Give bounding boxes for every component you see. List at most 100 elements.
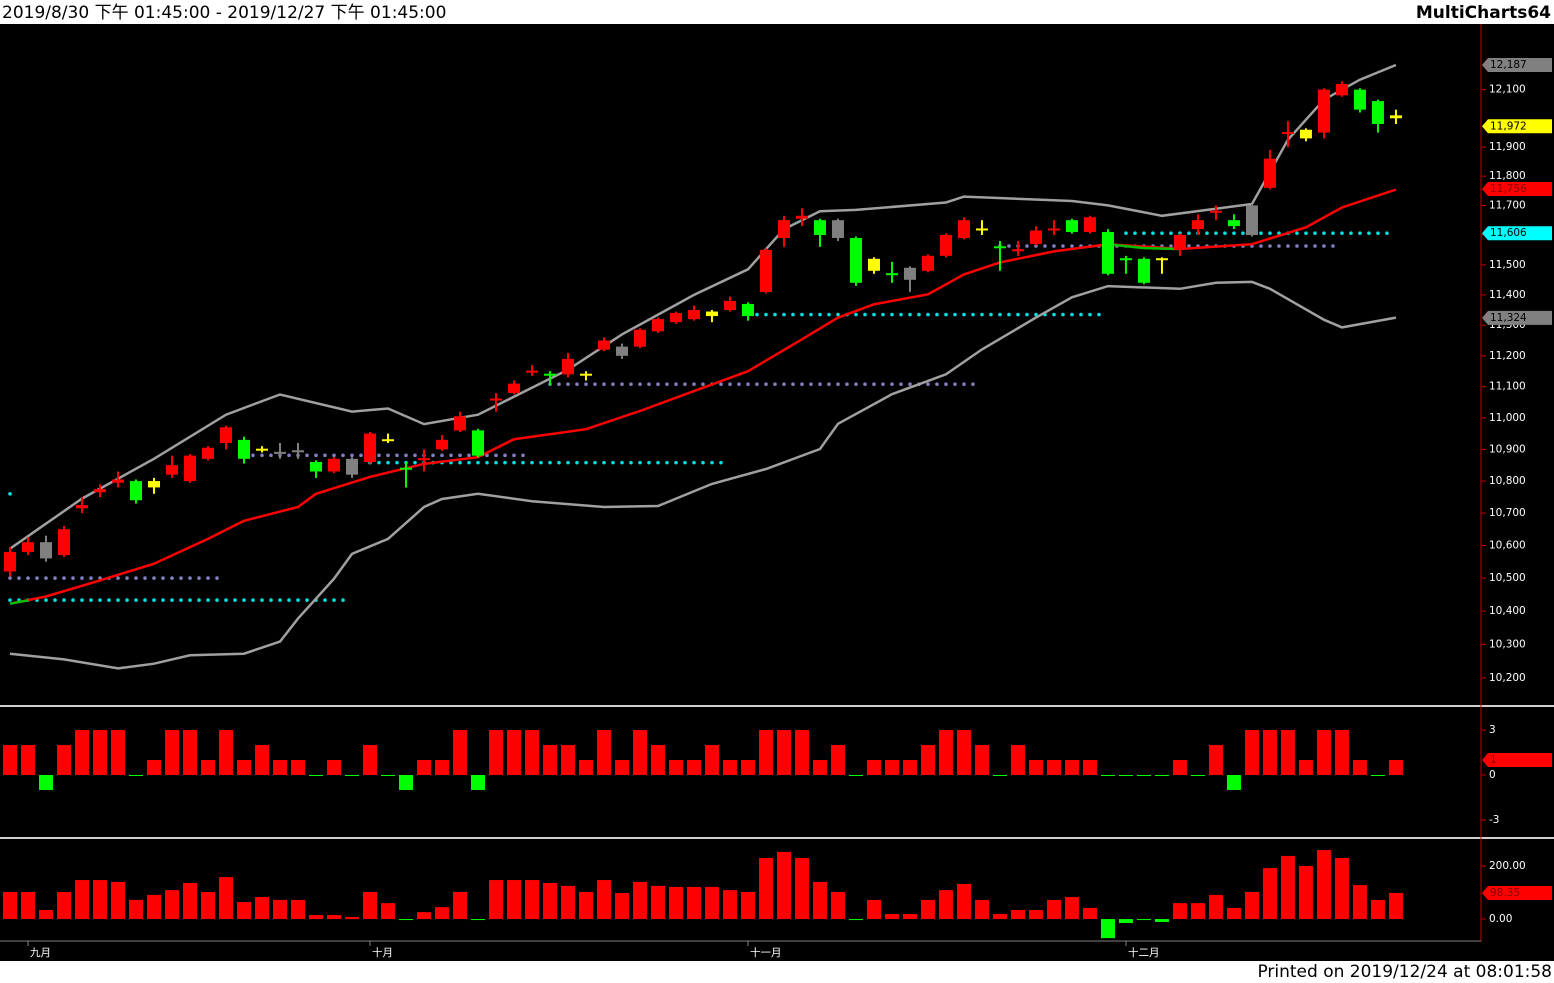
candle-body (921, 255, 934, 271)
price-tag-label: 1 (1490, 754, 1497, 766)
histogram-bar (1046, 760, 1061, 775)
candle-body (381, 439, 394, 442)
histogram-bar (722, 760, 737, 775)
histogram-bar (1208, 745, 1223, 775)
histogram-bar (93, 880, 108, 920)
price-tag-label: 11,972 (1490, 120, 1527, 132)
histogram-bar (254, 745, 269, 775)
histogram-bar (1136, 919, 1151, 921)
histogram-bar (1226, 907, 1241, 920)
x-tick-label: 十月 (372, 946, 393, 959)
histogram-bar (111, 881, 126, 920)
candle-body (1317, 89, 1330, 133)
histogram-bar (506, 880, 521, 920)
candle-body (58, 529, 71, 556)
histogram-bar (884, 760, 899, 775)
candle-body (1263, 158, 1276, 188)
candle-body (1047, 228, 1060, 231)
histogram-bar (650, 745, 665, 775)
histogram-bar (434, 907, 449, 920)
histogram-bar (1280, 855, 1295, 920)
histogram-bar (1388, 892, 1403, 920)
candle-body (1209, 210, 1222, 213)
candle-body (219, 427, 232, 444)
candle-body (345, 458, 358, 475)
histogram-bar (147, 894, 162, 920)
price-tag (1482, 58, 1552, 73)
histogram-bar (1154, 774, 1169, 776)
histogram-bar (254, 897, 269, 920)
candle-body (867, 258, 880, 271)
histogram-bar (57, 891, 72, 920)
histogram-bar (488, 880, 503, 920)
candle-body (40, 542, 53, 559)
candle-body (130, 481, 143, 501)
histogram-bar (596, 730, 611, 775)
histogram-bar (1190, 903, 1205, 920)
candle-body (705, 311, 718, 317)
candle-body (777, 220, 790, 238)
candle-body (471, 430, 484, 456)
app-name: MultiCharts64 (1416, 3, 1551, 23)
candle-body (831, 220, 844, 238)
histogram-bar (1280, 730, 1295, 775)
candle-body (363, 433, 376, 462)
histogram-bar (974, 899, 989, 920)
histogram-bar (1064, 760, 1079, 775)
y-tick-label: 3 (1489, 724, 1496, 736)
histogram-bar (147, 760, 162, 775)
y-tick-label: 11,400 (1489, 289, 1526, 301)
histogram-bar (470, 919, 485, 921)
candle-body (327, 458, 340, 472)
histogram-bar (794, 858, 809, 920)
histogram-bar (956, 884, 971, 920)
histogram-bar (920, 899, 935, 920)
histogram-bar (884, 914, 899, 920)
histogram-bar (830, 891, 845, 920)
histogram-bar (1262, 730, 1277, 775)
histogram-bar (938, 730, 953, 775)
candle-body (759, 249, 772, 292)
y-tick-label: 10,300 (1489, 638, 1526, 650)
histogram-bar (578, 760, 593, 775)
histogram-bar (1064, 897, 1079, 920)
histogram-bar (524, 880, 539, 920)
histogram-bar (1244, 730, 1259, 775)
price-tag-label: 12,187 (1490, 59, 1527, 71)
candle-body (687, 310, 700, 320)
histogram-bar (182, 730, 197, 775)
price-tag (1482, 226, 1552, 241)
histogram-bar (218, 877, 233, 920)
histogram-bar (1298, 865, 1313, 920)
histogram-bar (776, 851, 791, 920)
candle-body (525, 370, 538, 373)
price-tag-label: 11,324 (1490, 312, 1527, 324)
candle-body (1065, 220, 1078, 233)
histogram-bar (938, 890, 953, 920)
candle-body (741, 303, 754, 317)
y-tick-label: 11,900 (1489, 141, 1526, 153)
histogram-bar (722, 890, 737, 920)
x-tick-label: 十一月 (750, 946, 782, 959)
histogram-bar (75, 880, 90, 920)
histogram-bar (272, 899, 287, 920)
y-tick-label: 10,500 (1489, 572, 1526, 584)
candle-body (76, 505, 89, 509)
candle-body (255, 448, 268, 451)
histogram-bar (974, 745, 989, 775)
candle-body (183, 455, 196, 482)
histogram-bar (560, 885, 575, 920)
candle-body (975, 228, 988, 231)
candle-body (399, 467, 412, 470)
histogram-bar (650, 885, 665, 920)
histogram-bar (398, 774, 413, 790)
candle-body (993, 246, 1006, 249)
histogram-bar (362, 891, 377, 920)
histogram-bar (1352, 885, 1367, 920)
histogram-bar (614, 893, 629, 920)
candle-body (597, 340, 610, 350)
histogram-bar (434, 760, 449, 775)
candle-body (849, 237, 862, 283)
candle-body (1155, 258, 1168, 261)
